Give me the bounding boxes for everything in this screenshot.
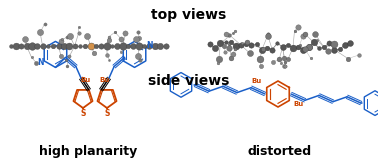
Text: Bu: Bu (252, 78, 262, 84)
Text: distorted: distorted (248, 145, 312, 158)
Text: S: S (104, 110, 110, 119)
Text: N: N (37, 58, 44, 67)
Text: S: S (80, 110, 86, 119)
Text: side views: side views (148, 74, 230, 88)
Text: top views: top views (151, 8, 227, 22)
Text: Bu: Bu (294, 101, 304, 107)
Text: N: N (146, 42, 152, 50)
Text: Bu: Bu (99, 77, 109, 83)
Text: Bu: Bu (81, 77, 91, 83)
Text: high planarity: high planarity (39, 145, 137, 158)
